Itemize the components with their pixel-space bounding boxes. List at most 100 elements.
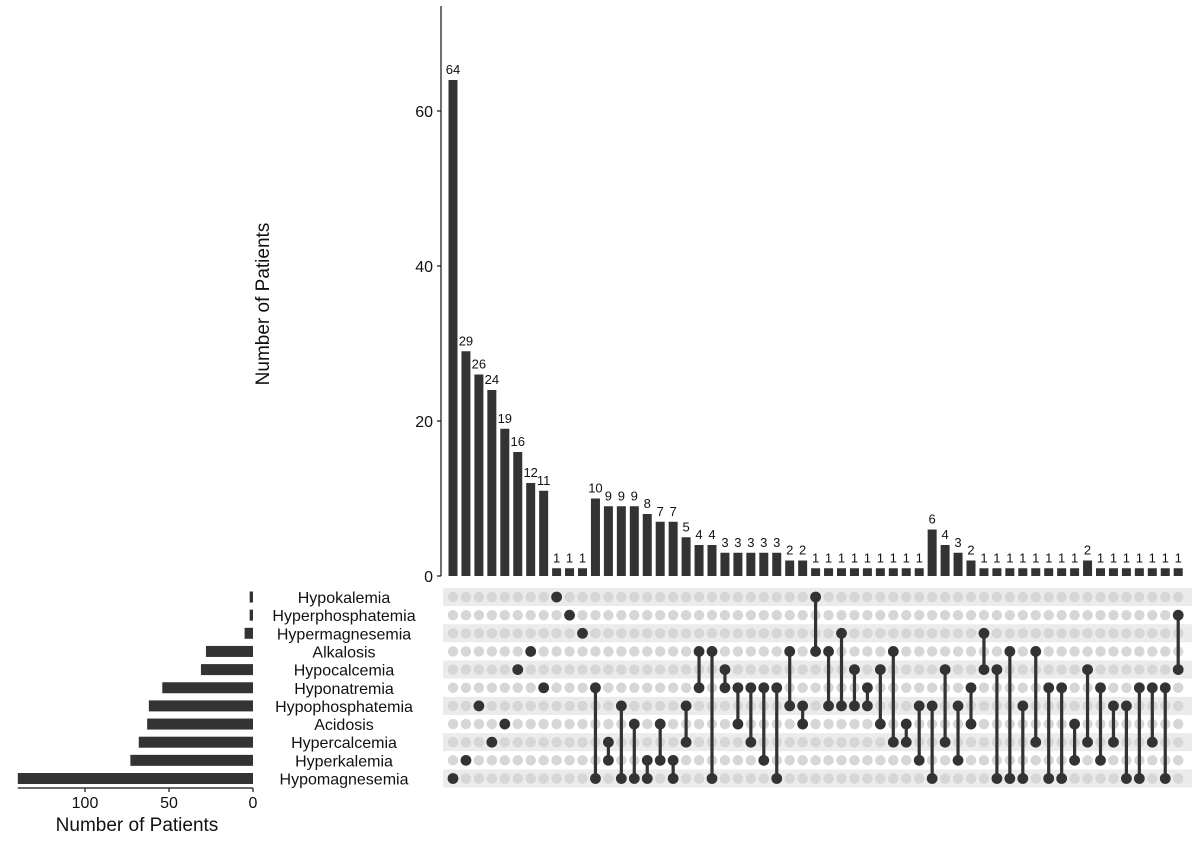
matrix-dot-active <box>512 664 524 675</box>
matrix-dot-inactive <box>978 682 990 693</box>
matrix-dot-inactive <box>1173 700 1184 712</box>
matrix-dot-inactive <box>978 609 990 621</box>
intersection-bar-label: 1 <box>1175 550 1182 565</box>
matrix-dot-inactive <box>629 646 640 657</box>
matrix-dot-inactive <box>538 591 549 603</box>
intersection-bar-label: 9 <box>618 488 625 503</box>
intersection-bar <box>565 568 575 576</box>
y-axis-title: Number of Patients <box>253 223 274 386</box>
matrix-dot-inactive <box>810 737 821 748</box>
matrix-dot-inactive <box>447 700 459 712</box>
matrix-dot-inactive <box>499 682 510 693</box>
intersection-bar <box>888 568 898 576</box>
matrix-dot-inactive <box>1056 609 1067 621</box>
matrix-dot-inactive <box>1095 664 1106 675</box>
matrix-dot-inactive <box>512 755 523 766</box>
matrix-dot-inactive <box>693 591 705 603</box>
matrix-dot-inactive <box>538 718 549 730</box>
matrix-dot-inactive <box>1147 773 1158 784</box>
matrix-dot-inactive <box>616 682 627 693</box>
matrix-dot-inactive <box>655 609 666 621</box>
matrix-dot-active <box>590 773 601 784</box>
set-size-bar <box>249 591 253 603</box>
matrix-dot-active <box>1121 700 1132 712</box>
matrix-dot-inactive <box>1030 773 1041 784</box>
matrix-dot-inactive <box>901 591 912 603</box>
matrix-dot-active <box>654 718 666 730</box>
matrix-dot-inactive <box>1147 609 1158 621</box>
intersection-bar <box>1134 568 1144 576</box>
matrix-dot-inactive <box>862 718 873 730</box>
matrix-dot-inactive <box>1017 591 1028 603</box>
matrix-dot-inactive <box>1082 591 1093 603</box>
intersection-bar <box>1160 568 1170 576</box>
matrix-dot-inactive <box>771 646 782 657</box>
intersection-bar <box>603 506 613 576</box>
intersection-bar-label: 2 <box>1084 543 1091 558</box>
intersection-bar-label: 1 <box>1071 550 1078 565</box>
matrix-dot-inactive <box>1043 628 1054 639</box>
matrix-dot-inactive <box>655 682 666 693</box>
y-tick-label: 0 <box>424 569 433 586</box>
matrix-dot-inactive <box>1160 646 1171 657</box>
matrix-dot-inactive <box>784 718 795 730</box>
matrix-dot-inactive <box>1043 646 1054 657</box>
intersection-bar-label: 29 <box>459 333 473 348</box>
matrix-dot-inactive <box>603 609 614 621</box>
intersection-bar-label: 9 <box>605 488 612 503</box>
intersection-bar-label: 8 <box>644 496 651 511</box>
matrix-dot-inactive <box>525 609 536 621</box>
matrix-dot-inactive <box>629 664 640 675</box>
matrix-dot-inactive <box>564 664 575 675</box>
matrix-dot-inactive <box>499 591 510 603</box>
matrix-dot-active <box>1004 646 1016 657</box>
matrix-dot-inactive <box>564 718 575 730</box>
intersection-bar-label: 1 <box>993 550 1000 565</box>
matrix-dot-active <box>797 700 809 712</box>
set-name-label: Hyperphosphatemia <box>272 608 415 625</box>
matrix-dot-inactive <box>849 646 860 657</box>
intersection-bar <box>539 490 549 576</box>
intersection-bar-label: 1 <box>1058 550 1065 565</box>
matrix-dot-active <box>771 682 783 694</box>
matrix-dot-inactive <box>784 755 795 766</box>
matrix-dot-inactive <box>952 664 964 675</box>
matrix-dot-inactive <box>1082 755 1093 766</box>
matrix-dot-inactive <box>642 718 653 730</box>
matrix-dot-inactive <box>1160 628 1171 639</box>
intersection-bar <box>1121 568 1131 576</box>
matrix-dot-inactive <box>512 773 523 784</box>
matrix-dot-inactive <box>797 628 808 639</box>
matrix-dot-inactive <box>875 609 886 621</box>
matrix-dot-active <box>810 591 821 603</box>
set-name-label: Hypercalcemia <box>291 735 397 752</box>
matrix-dot-inactive <box>616 609 627 621</box>
matrix-dot-inactive <box>875 737 886 748</box>
intersection-bar <box>966 560 976 576</box>
matrix-dot-inactive <box>680 682 692 693</box>
intersection-bar <box>552 568 562 576</box>
intersection-bar-label: 9 <box>631 488 638 503</box>
intersection-bar <box>720 552 730 576</box>
matrix-dot-inactive <box>525 664 536 675</box>
intersection-bar-label: 1 <box>1097 550 1104 565</box>
matrix-dot-inactive <box>603 682 614 693</box>
matrix-dot-inactive <box>499 755 510 766</box>
matrix-dot-active <box>719 664 731 675</box>
matrix-dot-active <box>1082 664 1093 675</box>
matrix-dot-inactive <box>447 682 459 693</box>
matrix-dot-inactive <box>577 718 588 730</box>
intersection-bar <box>655 521 665 576</box>
matrix-dot-inactive <box>680 609 692 621</box>
matrix-dot-inactive <box>1147 591 1158 603</box>
matrix-dot-active <box>1043 682 1055 694</box>
intersection-bar-label: 12 <box>523 465 537 480</box>
matrix-dot-inactive <box>849 591 860 603</box>
matrix-dot-inactive <box>758 664 769 675</box>
matrix-dot-inactive <box>914 646 925 657</box>
matrix-dot-inactive <box>460 591 472 603</box>
intersection-bar-label: 10 <box>588 481 602 496</box>
matrix-dot-inactive <box>1134 591 1145 603</box>
matrix-dot-active <box>965 718 977 730</box>
